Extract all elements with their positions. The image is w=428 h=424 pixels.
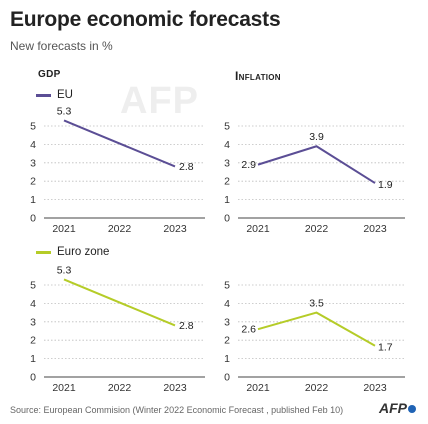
legend-eu-swatch bbox=[36, 93, 51, 97]
y-tick-label: 1 bbox=[224, 353, 230, 365]
y-tick-label: 3 bbox=[30, 316, 36, 328]
y-tick-label: 2 bbox=[30, 176, 36, 188]
legend-eurozone-label: Euro zone bbox=[57, 246, 110, 258]
x-tick-label: 2022 bbox=[305, 223, 329, 235]
y-tick-label: 4 bbox=[30, 298, 36, 310]
data-label: 2.8 bbox=[179, 320, 194, 332]
series-line bbox=[257, 311, 376, 347]
y-tick-label: 3 bbox=[224, 316, 230, 328]
data-label: 3.9 bbox=[309, 131, 324, 143]
y-tick-label: 0 bbox=[224, 213, 230, 225]
y-tick-label: 0 bbox=[30, 372, 36, 384]
y-tick-label: 2 bbox=[224, 176, 230, 188]
legend-eurozone: Euro zone bbox=[36, 246, 109, 258]
x-tick-label: 2021 bbox=[52, 382, 76, 394]
series-line bbox=[257, 145, 376, 184]
data-label: 2.9 bbox=[241, 159, 256, 171]
y-tick-label: 1 bbox=[30, 194, 36, 206]
y-tick-label: 2 bbox=[30, 335, 36, 347]
y-tick-label: 2 bbox=[224, 335, 230, 347]
y-tick-label: 5 bbox=[30, 121, 36, 133]
legend-eurozone-swatch bbox=[36, 250, 51, 254]
y-tick-label: 0 bbox=[30, 213, 36, 225]
y-tick-label: 5 bbox=[224, 280, 230, 292]
legend-eu-label: EU bbox=[57, 89, 73, 101]
data-label: 5.3 bbox=[57, 264, 72, 276]
y-tick-label: 1 bbox=[224, 194, 230, 206]
x-tick-label: 2021 bbox=[246, 382, 270, 394]
x-tick-label: 2023 bbox=[163, 382, 187, 394]
x-tick-label: 2021 bbox=[52, 223, 76, 235]
afp-watermark: AFP bbox=[120, 80, 199, 122]
x-tick-label: 2022 bbox=[305, 382, 329, 394]
y-tick-label: 3 bbox=[224, 157, 230, 169]
x-tick-label: 2023 bbox=[363, 223, 387, 235]
data-label: 5.3 bbox=[57, 105, 72, 117]
legend-eu: EU bbox=[36, 89, 73, 101]
x-tick-label: 2021 bbox=[246, 223, 270, 235]
x-tick-label: 2023 bbox=[163, 223, 187, 235]
chart-subtitle: New forecasts in % bbox=[10, 39, 113, 53]
y-tick-label: 4 bbox=[224, 298, 230, 310]
x-tick-label: 2022 bbox=[108, 223, 132, 235]
panel-label-gdp: GDP bbox=[38, 69, 61, 80]
y-tick-label: 4 bbox=[30, 139, 36, 151]
data-label: 1.7 bbox=[378, 342, 393, 354]
source-note: Source: European Commision (Winter 2022 … bbox=[10, 405, 344, 415]
afp-logo: AFP bbox=[379, 400, 416, 416]
data-label: 3.5 bbox=[309, 298, 324, 310]
data-label: 2.6 bbox=[241, 324, 256, 336]
y-tick-label: 3 bbox=[30, 157, 36, 169]
data-label: 1.9 bbox=[378, 179, 393, 191]
chart-title: Europe economic forecasts bbox=[10, 8, 281, 31]
series-line bbox=[63, 119, 176, 168]
y-tick-label: 0 bbox=[224, 372, 230, 384]
y-tick-label: 1 bbox=[30, 353, 36, 365]
panel-label-inflation: Inflation bbox=[235, 69, 281, 83]
x-tick-label: 2022 bbox=[108, 382, 132, 394]
series-line bbox=[63, 278, 176, 327]
y-tick-label: 5 bbox=[30, 280, 36, 292]
y-tick-label: 5 bbox=[224, 121, 230, 133]
x-tick-label: 2023 bbox=[363, 382, 387, 394]
data-label: 2.8 bbox=[179, 161, 194, 173]
y-tick-label: 4 bbox=[224, 139, 230, 151]
